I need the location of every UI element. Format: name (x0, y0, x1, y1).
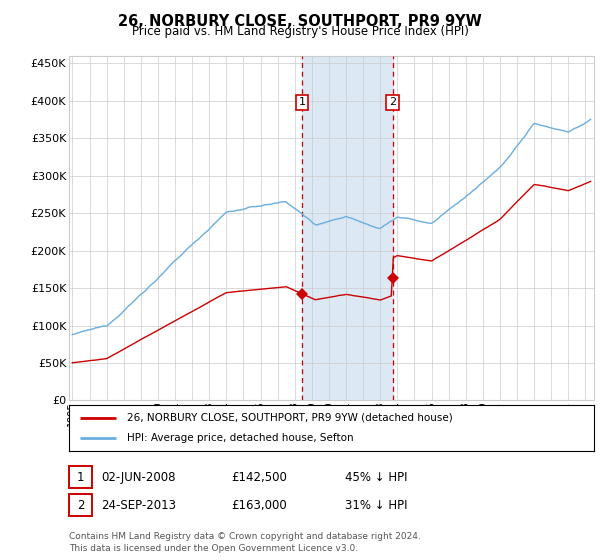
Text: £163,000: £163,000 (231, 498, 287, 512)
Text: 02-JUN-2008: 02-JUN-2008 (101, 470, 175, 484)
Text: HPI: Average price, detached house, Sefton: HPI: Average price, detached house, Seft… (127, 433, 353, 443)
Text: 45% ↓ HPI: 45% ↓ HPI (345, 470, 407, 484)
Text: 26, NORBURY CLOSE, SOUTHPORT, PR9 9YW: 26, NORBURY CLOSE, SOUTHPORT, PR9 9YW (118, 14, 482, 29)
Text: £142,500: £142,500 (231, 470, 287, 484)
Text: Contains HM Land Registry data © Crown copyright and database right 2024.
This d: Contains HM Land Registry data © Crown c… (69, 533, 421, 553)
Text: Price paid vs. HM Land Registry's House Price Index (HPI): Price paid vs. HM Land Registry's House … (131, 25, 469, 38)
Text: 2: 2 (77, 498, 84, 512)
Text: 2: 2 (389, 97, 396, 108)
Text: 26, NORBURY CLOSE, SOUTHPORT, PR9 9YW (detached house): 26, NORBURY CLOSE, SOUTHPORT, PR9 9YW (d… (127, 413, 452, 423)
Bar (302, 56, 393, 400)
Text: 1: 1 (298, 97, 305, 108)
Text: 31% ↓ HPI: 31% ↓ HPI (345, 498, 407, 512)
Text: 1: 1 (77, 470, 84, 484)
Text: 24-SEP-2013: 24-SEP-2013 (101, 498, 176, 512)
